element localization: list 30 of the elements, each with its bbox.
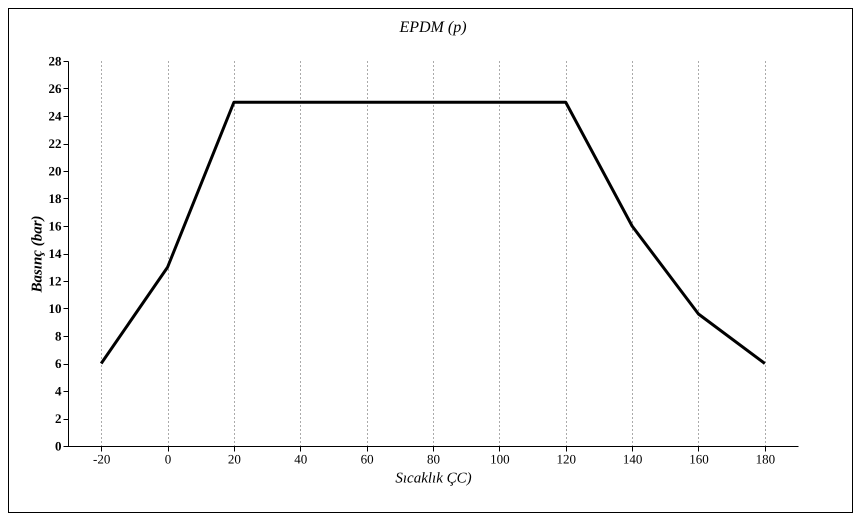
x-tick-label: 100 bbox=[490, 452, 510, 466]
x-tick-label: -20 bbox=[93, 452, 110, 466]
y-tick-label: 2 bbox=[55, 411, 62, 426]
y-tick-label: 14 bbox=[48, 246, 62, 261]
x-axis-title: Sıcaklık ÇC) bbox=[395, 470, 472, 486]
x-tick-label: 160 bbox=[689, 452, 709, 466]
y-tick-label: 26 bbox=[48, 81, 62, 96]
y-axis-title: Basınç (bar) bbox=[30, 215, 46, 294]
x-tick-label: 140 bbox=[622, 452, 642, 466]
x-tick-label: 20 bbox=[228, 452, 241, 466]
x-tick-label: 180 bbox=[756, 452, 776, 466]
y-tick-label: 4 bbox=[55, 384, 62, 398]
y-tick-label: 10 bbox=[48, 301, 62, 316]
y-tick-label: 24 bbox=[48, 108, 62, 124]
chart-title: EPDM (p) bbox=[398, 19, 467, 36]
x-tick-label: 60 bbox=[360, 452, 374, 466]
y-tick-label: 20 bbox=[48, 164, 62, 178]
y-tick-label: 8 bbox=[55, 328, 62, 344]
y-tick-label: 16 bbox=[48, 218, 62, 234]
y-tick-label: 12 bbox=[48, 274, 62, 288]
x-tick-label: 0 bbox=[164, 452, 172, 466]
line-series bbox=[100, 100, 766, 365]
x-tick-label: 40 bbox=[294, 452, 308, 466]
y-tick-label: 6 bbox=[55, 356, 62, 371]
y-tick-label: 0 bbox=[55, 438, 62, 454]
y-tick-label: 22 bbox=[48, 136, 62, 151]
y-tick-label: 18 bbox=[48, 191, 62, 206]
x-tick-label: 80 bbox=[427, 452, 440, 466]
y-tick-label: 28 bbox=[48, 54, 62, 68]
x-tick-label: 120 bbox=[556, 452, 576, 466]
